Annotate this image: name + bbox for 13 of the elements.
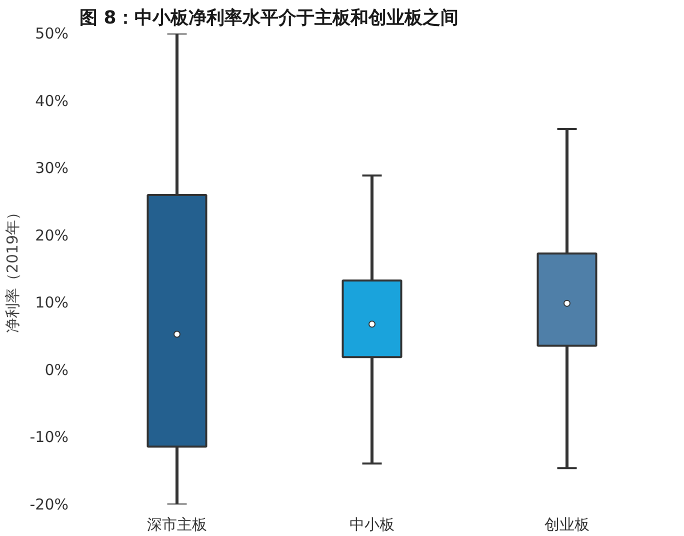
y-tick-label: 20% (35, 226, 69, 244)
y-axis-title: 净利率（2019年） (4, 204, 22, 334)
x-tick-label: 中小板 (350, 516, 394, 534)
chart-title: 图 8：中小板净利率水平介于主板和创业板之间 (80, 8, 458, 28)
y-tick-label: -10% (30, 428, 69, 446)
x-tick-label: 创业板 (544, 516, 590, 534)
y-tick-label: 30% (35, 159, 69, 178)
y-tick-label: 10% (35, 294, 69, 312)
y-tick-label: 50% (35, 24, 69, 42)
y-tick-label: -20% (30, 496, 69, 514)
x-tick-label: 深市主板 (147, 516, 207, 534)
y-tick-label: 40% (35, 92, 69, 110)
y-tick-label: 0% (44, 360, 68, 379)
